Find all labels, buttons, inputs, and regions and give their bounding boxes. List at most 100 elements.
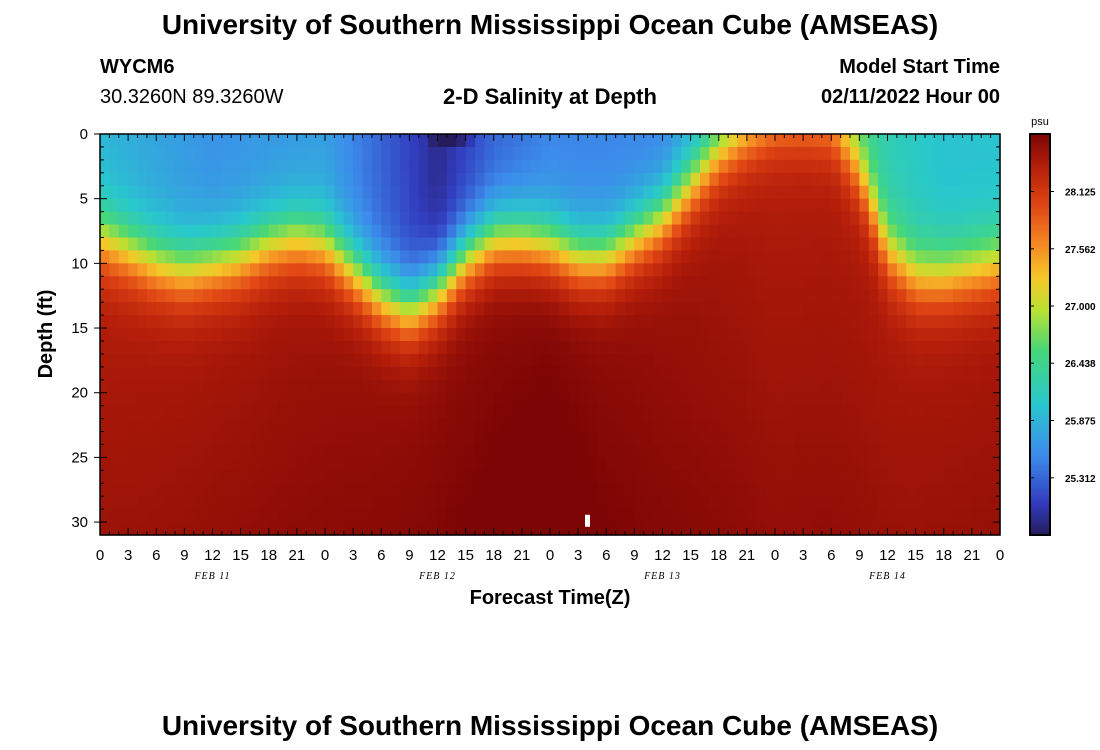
heatmap-cell [953,379,964,394]
heatmap-cell [240,224,251,239]
heatmap-cell [465,198,476,213]
heatmap-cell [840,250,851,264]
heatmap-cell [240,444,251,458]
heatmap-cell [231,418,242,433]
heatmap-cell [100,522,110,536]
heatmap-cell [840,185,851,200]
heatmap-cell [625,250,635,264]
heatmap-cell [775,159,785,174]
heatmap-cell [128,353,139,368]
heatmap-cell [446,366,457,381]
heatmap-cell [765,444,776,458]
heatmap-cell [859,172,870,187]
heatmap-cell [550,328,560,342]
heatmap-cell [934,444,945,458]
heatmap-cell [756,483,767,497]
heatmap-cell [578,328,589,342]
heatmap-cell [175,211,185,226]
heatmap-cell [709,522,720,536]
heatmap-cell [259,405,270,420]
heatmap-cell [840,211,851,226]
heatmap-cell [493,185,504,200]
heatmap-cell [850,315,860,329]
heatmap-cell [746,379,757,394]
heatmap-cell [278,353,289,368]
x-tick-label: 21 [739,547,756,564]
heatmap-cell [400,457,410,471]
heatmap-cell [203,315,214,329]
heatmap-cell [456,470,467,484]
heatmap-cell [296,522,307,536]
heatmap-cell [943,496,954,510]
heatmap-cell [287,509,298,523]
heatmap-cell [868,134,879,148]
heatmap-cell [821,470,832,484]
heatmap-cell [250,470,260,484]
heatmap-cell [259,159,270,174]
heatmap-cell [343,211,354,226]
heatmap-cell [446,134,457,148]
heatmap-cell [878,483,889,497]
heatmap-cell [231,263,242,277]
heatmap-cell [109,250,120,264]
heatmap-cell [165,172,176,187]
heatmap-cell [278,431,289,446]
heatmap-cell [690,276,701,290]
heatmap-cell [353,457,364,471]
heatmap-cell [765,224,776,239]
heatmap-cell [850,483,860,497]
heatmap-cell [615,224,626,239]
heatmap-cell [325,146,335,161]
heatmap-cell [221,340,232,355]
heatmap-cell [268,172,279,187]
heatmap-cell [718,483,729,497]
heatmap-cell [512,302,523,316]
heatmap-cell [700,353,710,368]
heatmap-cell [475,250,485,264]
heatmap-cell [831,224,842,239]
heatmap-cell [156,211,167,226]
heatmap-cell [343,522,354,536]
heatmap-cell [868,328,879,342]
heatmap-cell [653,366,664,381]
heatmap-cell [812,315,823,329]
heatmap-cell [831,431,842,446]
heatmap-cell [390,340,401,355]
heatmap-cell [437,146,448,161]
heatmap-cell [259,483,270,497]
heatmap-cell [868,159,879,174]
heatmap-cell [728,315,739,329]
heatmap-cell [193,328,204,342]
heatmap-cell [700,457,710,471]
heatmap-cell [615,509,626,523]
heatmap-cell [306,522,317,536]
heatmap-cell [306,146,317,161]
heatmap-cell [971,134,982,148]
heatmap-cell [250,496,260,510]
heatmap-cell [718,211,729,226]
heatmap-cell [681,522,692,536]
heatmap-cell [503,379,514,394]
heatmap-cell [831,315,842,329]
heatmap-cell [493,211,504,226]
heatmap-cell [184,159,195,174]
heatmap-cell [606,211,617,226]
heatmap-cell [821,250,832,264]
heatmap-cell [850,289,860,303]
heatmap-cell [381,379,392,394]
heatmap-cell [728,198,739,213]
heatmap-cell [709,185,720,200]
heatmap-cell [512,366,523,381]
heatmap-cell [690,418,701,433]
heatmap-cell [343,250,354,264]
heatmap-cell [840,483,851,497]
heatmap-cell [521,250,532,264]
heatmap-cell [550,483,560,497]
heatmap-cell [212,237,223,252]
heatmap-cell [925,470,935,484]
heatmap-cell [765,198,776,213]
heatmap-cell [287,211,298,226]
heatmap-cell [971,146,982,161]
heatmap-cell [925,198,935,213]
heatmap-cell [587,353,598,368]
